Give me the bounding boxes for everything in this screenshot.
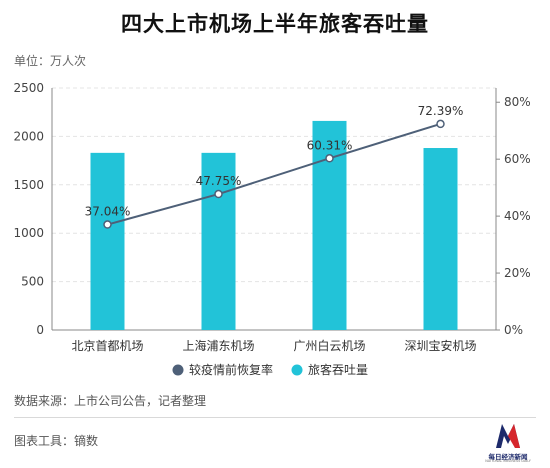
- chart-title: 四大上市机场上半年旅客吞吐量: [121, 12, 429, 36]
- legend-label: 旅客吞吐量: [308, 362, 368, 377]
- publisher-logo-icon: [496, 424, 520, 448]
- chart-tool: 图表工具：镝数: [14, 434, 99, 448]
- data-label: 37.04%: [85, 205, 131, 219]
- y-tick-label: 2500: [13, 81, 44, 95]
- x-tick-label: 北京首都机场: [71, 339, 143, 353]
- legend-line-marker: [172, 364, 184, 376]
- y2-tick-label: 80%: [504, 95, 531, 109]
- y-tick-label: 1000: [13, 226, 44, 240]
- y-tick-label: 0: [36, 323, 44, 337]
- data-label: 72.39%: [418, 104, 464, 118]
- unit-label: 单位：万人次: [14, 54, 87, 68]
- data-point: [103, 220, 112, 229]
- data-point: [436, 119, 445, 129]
- y2-tick-label: 40%: [504, 209, 531, 223]
- data-point: [214, 189, 223, 199]
- bar: [201, 152, 236, 330]
- x-tick-label: 上海浦东机场: [182, 338, 254, 353]
- x-tick-label: 深圳宝安机场: [404, 338, 476, 353]
- y2-tick-label: 60%: [504, 152, 531, 166]
- data-label: 47.75%: [196, 174, 242, 188]
- y2-tick-label: 0%: [504, 323, 523, 337]
- y-tick-label: 500: [21, 275, 44, 289]
- combo-chart: 0 500 1000 1500 2000 2500 0% 20% 40% 60% 80% 北京首都机场…: [13, 81, 531, 377]
- data-source: 数据来源：上市公司公告，记者整理: [14, 394, 207, 408]
- y-tick-label: 2000: [13, 129, 44, 143]
- bar: [90, 152, 125, 330]
- data-label: 60.31%: [307, 138, 353, 152]
- logo-subtext: NATIONAL BUSINESS DAILY: [485, 459, 531, 463]
- divider: [14, 417, 536, 418]
- publisher-logo: 每日经济新闻 NATIONAL BUSINESS DAILY: [478, 420, 538, 464]
- data-point: [325, 154, 334, 163]
- logo-text: 每日经济新闻: [488, 453, 528, 461]
- series-line: [107, 122, 441, 226]
- legend-bar-marker: [291, 364, 303, 376]
- legend-label: 较疫情前恢复率: [189, 362, 273, 377]
- y2-tick-label: 20%: [504, 266, 531, 280]
- y-tick-label: 1500: [13, 178, 44, 192]
- bar: [423, 148, 458, 330]
- x-tick-label: 广州白云机场: [293, 338, 365, 353]
